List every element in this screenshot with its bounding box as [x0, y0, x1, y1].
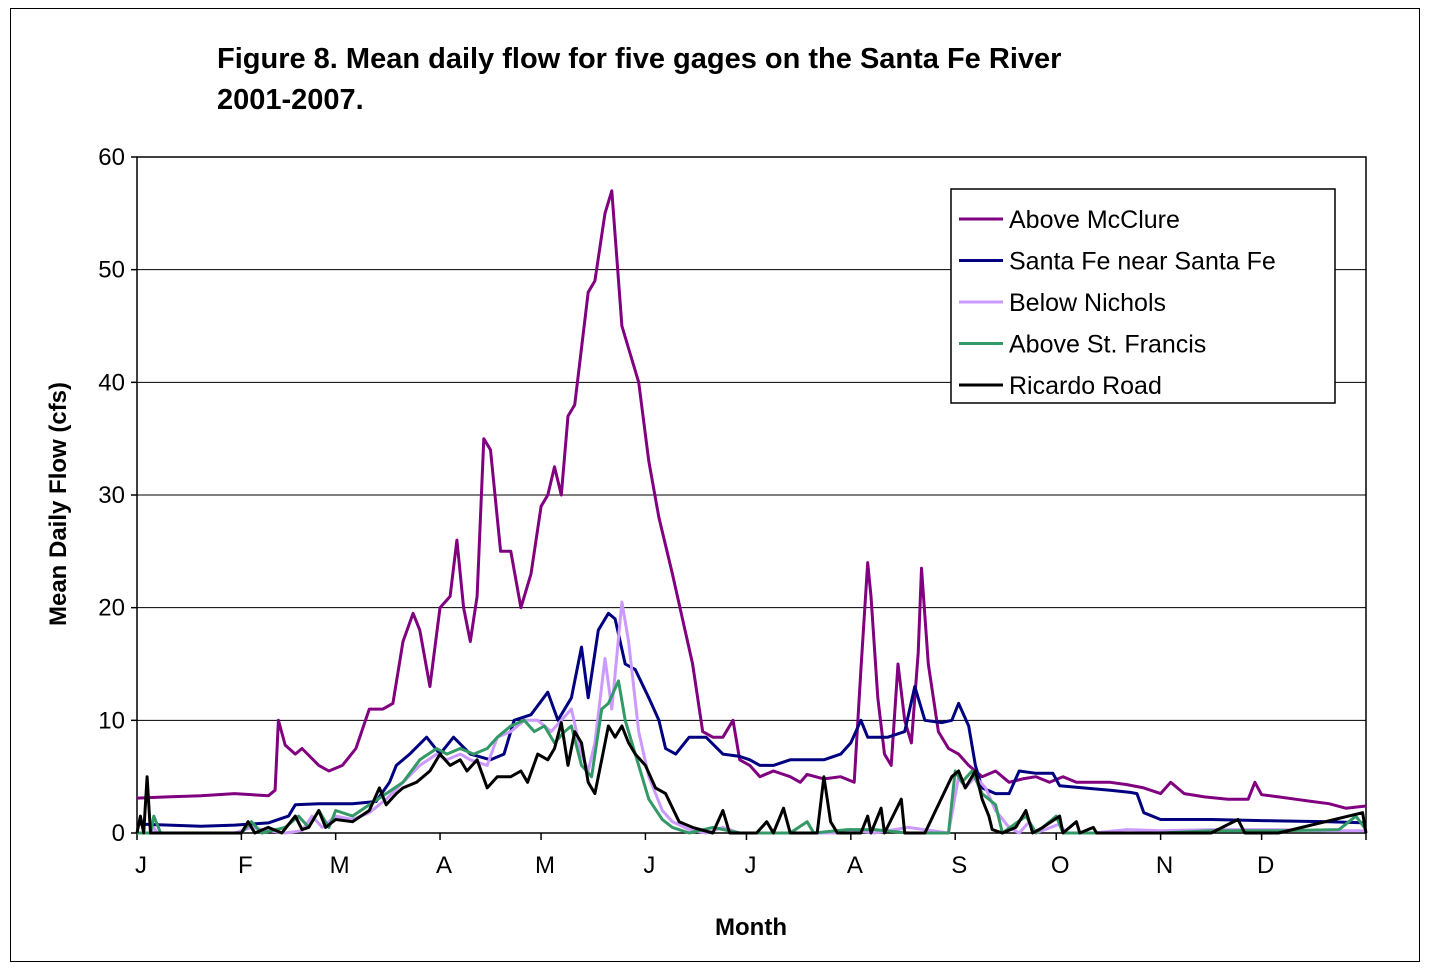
x-tick-label: J: [135, 852, 147, 879]
y-tick-label: 50: [98, 257, 125, 284]
chart-title-line1: Figure 8. Mean daily flow for five gages…: [217, 43, 1061, 75]
legend-label: Santa Fe near Santa Fe: [1009, 248, 1276, 276]
x-tick-label: A: [847, 852, 863, 879]
x-tick-label: O: [1051, 852, 1070, 879]
x-tick-label: A: [436, 852, 452, 879]
chart-title-line2: 2001-2007.: [217, 84, 364, 116]
x-tick-label: J: [744, 852, 756, 879]
series-line-above-mcclure: [136, 189, 1367, 810]
chart-frame: Figure 8. Mean daily flow for five gages…: [10, 8, 1420, 962]
y-tick-label: 0: [112, 820, 125, 847]
legend-label: Ricardo Road: [1009, 372, 1162, 400]
legend-label: Below Nichols: [1009, 289, 1166, 317]
x-tick-label: S: [951, 852, 967, 879]
series-line-above-st-francis: [137, 679, 1368, 835]
y-axis-title: Mean Daily Flow (cfs): [45, 382, 72, 626]
series-line-below-nichols: [137, 600, 1366, 835]
x-tick-label: D: [1257, 852, 1274, 879]
x-tick-label: N: [1156, 852, 1173, 879]
series-line-ricardo-road: [135, 721, 1368, 835]
y-tick-labels: 0 10 20 30 40 50 60: [98, 144, 125, 847]
x-tick-label: J: [643, 852, 655, 879]
legend-box: [950, 188, 1336, 404]
y-tick-label: 10: [98, 707, 125, 734]
x-tick-label: M: [535, 852, 555, 879]
chart-canvas: Figure 8. Mean daily flow for five gages…: [45, 43, 1368, 941]
legend-label: Above McClure: [1009, 206, 1180, 234]
x-tick-label: M: [330, 852, 350, 879]
series-line-santa-fe-near-santa-fe: [136, 611, 1367, 828]
x-axis-title: Month: [715, 914, 787, 941]
x-tick-label: F: [238, 852, 253, 879]
y-tick-label: 40: [98, 369, 125, 396]
y-tick-label: 20: [98, 595, 125, 622]
legend: Above McClure Santa Fe near Santa Fe Below…: [950, 188, 1336, 404]
series-lines: [135, 189, 1368, 835]
y-tick-label: 30: [98, 482, 125, 509]
legend-label: Above St. Francis: [1009, 331, 1206, 359]
y-tick-label: 60: [98, 144, 125, 171]
